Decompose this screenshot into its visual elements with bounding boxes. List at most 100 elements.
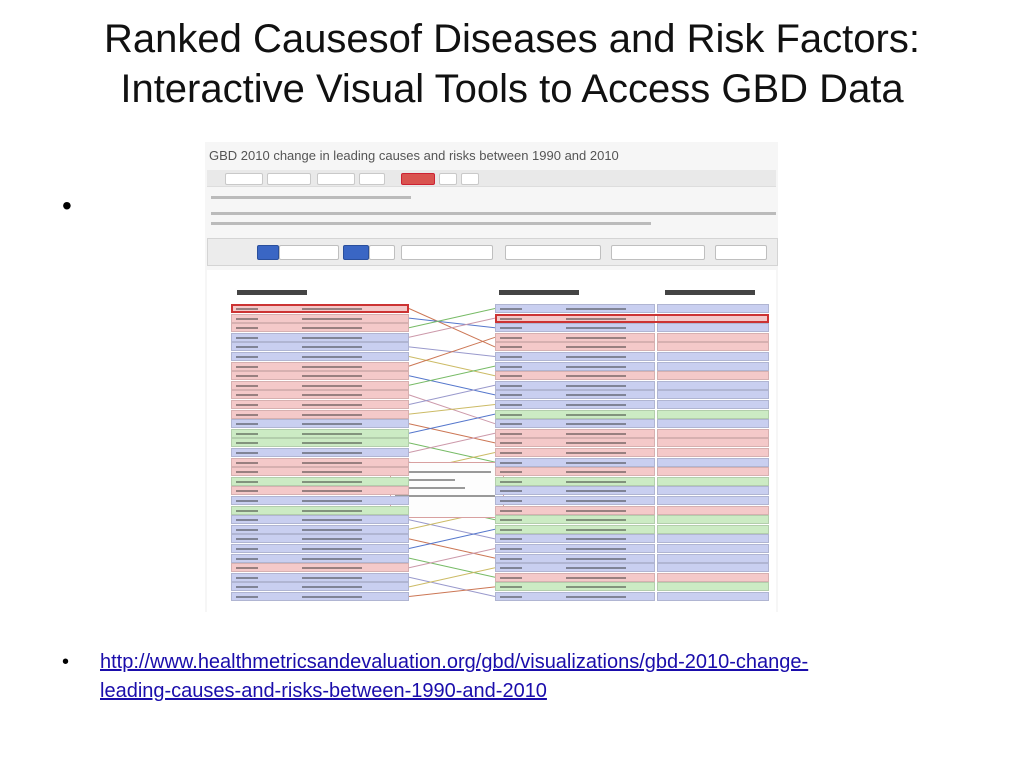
percent-change-row [657, 390, 769, 400]
rank-2010-row [495, 352, 655, 361]
percent-change-row [657, 572, 769, 582]
percent-change-row [657, 352, 769, 361]
rank-connector [408, 356, 496, 377]
rank-2010-row [495, 400, 655, 409]
screenshot-toolbar [207, 170, 776, 187]
gbd-screenshot-image: GBD 2010 change in leading causes and ri… [205, 142, 778, 612]
rank-connector [408, 586, 496, 597]
rank-2010-row [495, 371, 655, 381]
rank-1990-row [231, 380, 409, 390]
rank-2010-row [495, 496, 655, 505]
rank-1990-row [231, 438, 409, 448]
percent-change-row [657, 342, 769, 352]
rank-1990-row [231, 486, 409, 496]
rank-2010-row [495, 486, 655, 496]
rank-connector [408, 336, 496, 367]
rank-1990-row [231, 313, 409, 323]
bullet-marker: • [62, 190, 72, 221]
rank-2010-row [495, 304, 655, 313]
rank-2010-row [495, 380, 655, 390]
rank-1990-row [231, 371, 409, 381]
rank-2010-row [495, 553, 655, 563]
rank-2010-row [495, 582, 655, 592]
source-link-line-2: leading-causes-and-risks-between-1990-an… [100, 680, 547, 702]
rank-1990-row [231, 515, 409, 525]
rank-connector [408, 317, 496, 338]
selected-row-highlight [495, 313, 769, 323]
rank-1990-row [231, 534, 409, 544]
rank-connector [408, 317, 496, 329]
rank-1990-row [231, 352, 409, 361]
percent-change-row [657, 476, 769, 486]
rank-1990-row [231, 332, 409, 342]
rank-connector [408, 308, 496, 329]
rank-2010-row [495, 572, 655, 582]
percent-change-row [657, 419, 769, 429]
source-link[interactable]: http://www.healthmetricsandevaluation.or… [100, 648, 970, 706]
rank-1990-row [231, 390, 409, 400]
cause-tooltip [390, 462, 504, 518]
rank-connector [408, 365, 496, 386]
rank-connector [408, 548, 496, 569]
percent-change-row [657, 486, 769, 496]
rank-1990-row [231, 419, 409, 429]
percent-change-row [657, 496, 769, 505]
percent-change-row [657, 524, 769, 534]
rank-1990-row [231, 467, 409, 477]
rank-1990-row [231, 505, 409, 515]
rank-connector [408, 404, 496, 415]
percent-change-row [657, 592, 769, 601]
rank-2010-row [495, 534, 655, 544]
rank-connector [408, 576, 496, 597]
percent-change-row [657, 304, 769, 313]
rank-1990-row [231, 496, 409, 505]
percent-change-row [657, 467, 769, 477]
percent-change-row [657, 428, 769, 438]
rank-connector [408, 442, 496, 463]
rank-2010-row [495, 457, 655, 467]
percent-change-row [657, 361, 769, 371]
percent-change-row [657, 457, 769, 467]
rank-1990-row [231, 572, 409, 582]
rank-2010-row [495, 563, 655, 573]
rank-connector [408, 375, 496, 396]
percent-change-row [657, 438, 769, 448]
rank-connector [408, 413, 496, 434]
rank-1990-row [231, 323, 409, 333]
percent-change-row [657, 534, 769, 544]
rank-1990-row [231, 592, 409, 601]
percent-change-row [657, 409, 769, 419]
rank-connector [408, 557, 496, 578]
rank-2010-row [495, 409, 655, 419]
selected-row-highlight [231, 304, 409, 313]
rank-2010-row [495, 438, 655, 448]
rank-1990-row [231, 563, 409, 573]
percent-change-row [657, 323, 769, 333]
percent-change-row [657, 332, 769, 342]
percent-change-row [657, 582, 769, 592]
rank-2010-row [495, 448, 655, 457]
rank-1990-row [231, 457, 409, 467]
link-bullet-marker: • [62, 651, 70, 673]
rank-2010-row [495, 544, 655, 553]
rank-connector [408, 528, 496, 549]
rank-1990-row [231, 544, 409, 553]
rank-2010-row [495, 524, 655, 534]
percent-change-row [657, 400, 769, 409]
rank-1990-row [231, 409, 409, 419]
percent-change-row [657, 563, 769, 573]
rank-1990-row [231, 400, 409, 409]
rank-connector [408, 432, 496, 453]
rank-connector [408, 423, 496, 444]
rank-2010-row [495, 428, 655, 438]
rank-connector [408, 567, 496, 588]
ranking-lists [207, 270, 776, 612]
rank-1990-row [231, 524, 409, 534]
slide-title: Ranked Causesof Diseases and Risk Factor… [0, 14, 1024, 114]
rank-connector [408, 384, 496, 405]
percent-change-row [657, 505, 769, 515]
rank-2010-row [495, 323, 655, 333]
rank-1990-row [231, 342, 409, 352]
rank-connector [408, 538, 496, 559]
percent-change-row [657, 380, 769, 390]
